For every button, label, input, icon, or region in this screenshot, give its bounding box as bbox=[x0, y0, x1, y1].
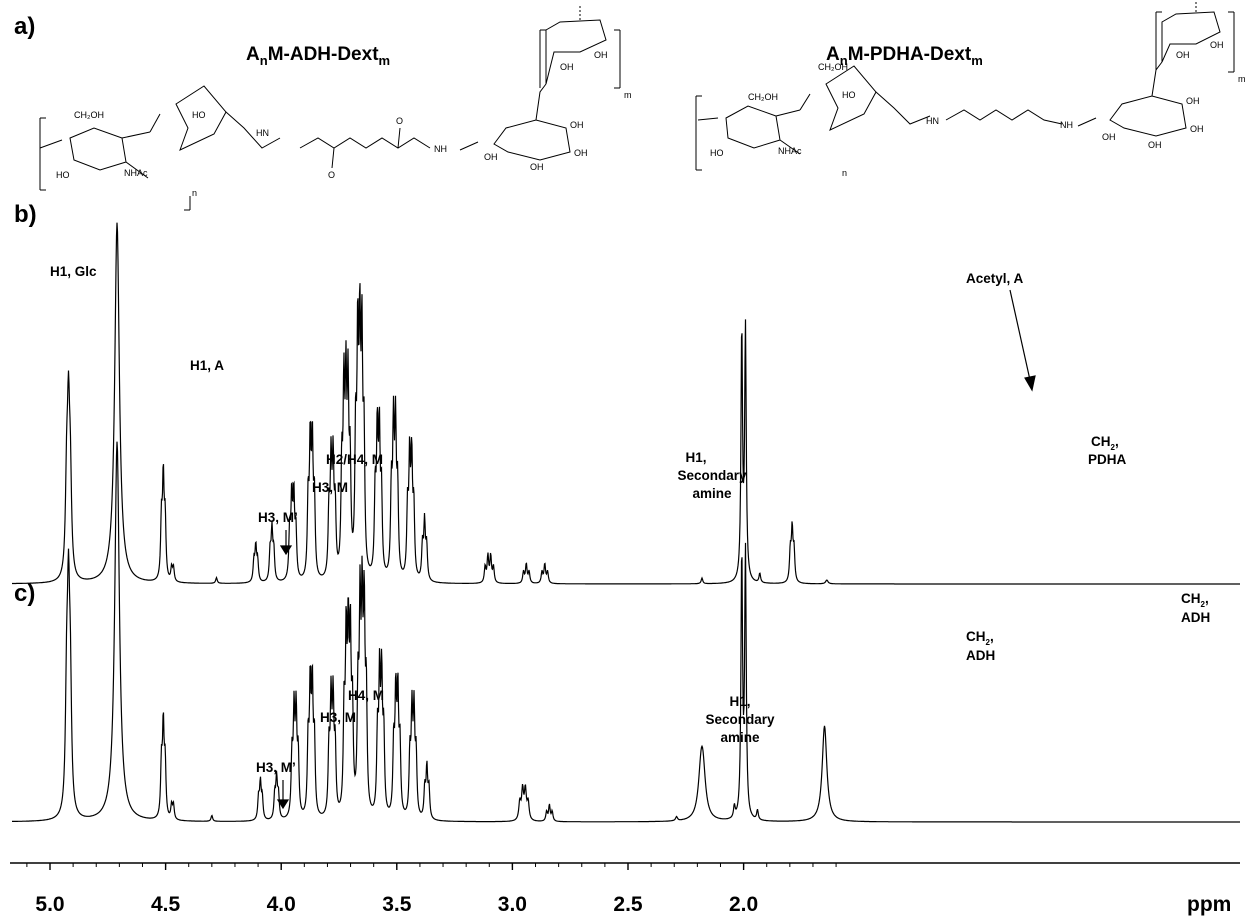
ann-b-ch2-pdha-1: CH2, bbox=[1091, 434, 1119, 452]
structure-2-title-n: n bbox=[840, 53, 848, 68]
panel-label-c: c) bbox=[14, 580, 35, 607]
ann-c-ch2-adh-2-sub: 2 bbox=[1201, 600, 1206, 609]
x-tick-label: 4.5 bbox=[151, 893, 181, 916]
s2-atom-oh6: OH bbox=[1176, 50, 1190, 60]
s1-atom-o1: O bbox=[328, 170, 335, 180]
s1-atom-hn: HN bbox=[256, 128, 269, 138]
ann-b-h1-glc: H1, Glc bbox=[50, 264, 97, 279]
s1-atom-oh4: OH bbox=[574, 148, 588, 158]
ann-c-h3-mprime: H3, M’ bbox=[256, 760, 296, 775]
s1-atom-oh5: OH bbox=[594, 50, 608, 60]
ann-b-ch2-pdha-sub: 2 bbox=[1111, 443, 1116, 452]
spectra-clip-group bbox=[12, 222, 1240, 823]
ann-c-ch2-adh-2-l1: CH2, bbox=[1181, 591, 1209, 609]
structure-1-title-rest: M-ADH-Dext bbox=[268, 44, 380, 65]
structure-2-title-m: m bbox=[971, 53, 983, 68]
s1-atom-oh2: OH bbox=[530, 162, 544, 172]
spectrum-b bbox=[12, 222, 1240, 585]
ann-b-ch2-pdha-comma: , bbox=[1115, 434, 1119, 449]
s2-atom-m: m bbox=[1238, 74, 1246, 84]
ann-c-ch2-adh-2-ch: CH bbox=[1181, 591, 1201, 606]
ann-b-secondary-1: H1, bbox=[685, 450, 706, 465]
ann-c-ch2-adh-1-sub: 2 bbox=[986, 638, 991, 647]
s1-atom-ch2oh: CH₂OH bbox=[74, 110, 104, 120]
ann-c-secondary-2: Secondary bbox=[705, 712, 775, 727]
ann-b-h3-m: H3, M bbox=[312, 480, 348, 495]
s2-atom-oh1: OH bbox=[1102, 132, 1116, 142]
structure-1-drawing bbox=[39, 6, 621, 211]
ann-c-secondary-3: amine bbox=[720, 730, 760, 745]
s2-atom-n: n bbox=[842, 168, 847, 178]
ann-b-acetyl: Acetyl, A bbox=[966, 271, 1024, 286]
structure-2-title: AnM-PDHA-Dextm bbox=[826, 44, 983, 68]
s2-atom-ho: HO bbox=[710, 148, 724, 158]
s1-atom-oh1: OH bbox=[484, 152, 498, 162]
ann-b-h3-mprime: H3, M’ bbox=[258, 510, 298, 525]
x-axis-label: ppm bbox=[1187, 893, 1231, 916]
ann-c-ch2-adh-1-l1: CH2, bbox=[966, 629, 994, 647]
s2-atom-oh3: OH bbox=[1186, 96, 1200, 106]
ann-b-acetyl-arrow bbox=[1009, 289, 1036, 392]
ann-c-h3-mprime-arrow bbox=[276, 780, 290, 810]
s1-atom-ho2: HO bbox=[192, 110, 206, 120]
structure-1-title: AnM-ADH-Dextm bbox=[246, 44, 390, 68]
x-tick-label: 3.0 bbox=[498, 893, 527, 916]
structure-2-title-a: A bbox=[826, 44, 840, 65]
x-tick-label: 5.0 bbox=[35, 893, 64, 916]
ann-c-ch2-adh-2-comma: , bbox=[1205, 591, 1209, 606]
x-tick-label: 2.5 bbox=[613, 893, 643, 916]
s2-atom-hn: HN bbox=[926, 116, 939, 126]
ann-c-ch2-adh-2-l2: ADH bbox=[1181, 610, 1210, 625]
s2-atom-oh2: OH bbox=[1148, 140, 1162, 150]
ann-b-ch2-pdha-2: PDHA bbox=[1088, 452, 1127, 467]
structure-2-atoms: CH₂OH CH₂OH HO NHAc HO HN NH OH OH OH OH… bbox=[710, 40, 1246, 178]
spectrum-c bbox=[12, 441, 1240, 823]
x-tick-label: 4.0 bbox=[267, 893, 296, 916]
s2-atom-nh: NH bbox=[1060, 120, 1073, 130]
structure-2-title-rest: M-PDHA-Dext bbox=[848, 44, 972, 65]
s1-atom-n: n bbox=[192, 188, 197, 198]
s2-atom-ch2oh-1: CH₂OH bbox=[818, 62, 848, 72]
ann-b-secondary-2: Secondary bbox=[677, 468, 747, 483]
panel-label-b: b) bbox=[14, 201, 37, 228]
s1-atom-ho: HO bbox=[56, 170, 70, 180]
panel-label-a: a) bbox=[14, 13, 35, 40]
s1-atom-oh6: OH bbox=[560, 62, 574, 72]
ann-c-h4-m: H4, M bbox=[348, 688, 384, 703]
ann-c-ch2-adh-1-comma: , bbox=[990, 629, 994, 644]
s1-atom-o2: O bbox=[396, 116, 403, 126]
x-axis-ticks: 5.0 4.5 4.0 3.5 3.0 2.5 2.0 bbox=[26, 863, 837, 916]
ann-c-secondary-1: H1, bbox=[729, 694, 750, 709]
ann-c-h3-m: H3, M bbox=[320, 710, 356, 725]
ann-b-ch2-pdha-ch: CH bbox=[1091, 434, 1111, 449]
ann-c-ch2-adh-1-l2: ADH bbox=[966, 648, 995, 663]
ann-c-ch2-adh-1-ch: CH bbox=[966, 629, 986, 644]
s2-atom-oh5: OH bbox=[1210, 40, 1224, 50]
x-tick-label: 3.5 bbox=[382, 893, 412, 916]
ann-b-secondary-3: amine bbox=[692, 486, 732, 501]
s1-atom-oh3: OH bbox=[570, 120, 584, 130]
s1-atom-nh: NH bbox=[434, 144, 447, 154]
x-tick-label: 2.0 bbox=[729, 893, 758, 916]
structure-1-title-m: m bbox=[379, 53, 391, 68]
s2-atom-oh4: OH bbox=[1190, 124, 1204, 134]
structure-2-drawing bbox=[695, 2, 1235, 171]
structure-1-atoms: CH₂OH HO NHAc HO HN NH O O OH OH OH OH O… bbox=[56, 50, 632, 198]
ann-b-h1-a: H1, A bbox=[190, 358, 224, 373]
structure-1-title-n: n bbox=[260, 53, 268, 68]
s1-atom-nhac: NHAc bbox=[124, 168, 148, 178]
ann-b-h3-mprime-arrow bbox=[279, 530, 293, 556]
ann-b-h2h4-m: H2/H4, M bbox=[326, 452, 383, 467]
s1-atom-m: m bbox=[624, 90, 632, 100]
s2-atom-ch2oh-2: CH₂OH bbox=[748, 92, 778, 102]
structure-1-title-a: A bbox=[246, 44, 260, 65]
s2-atom-nhac: NHAc bbox=[778, 146, 802, 156]
s2-atom-ho2: HO bbox=[842, 90, 856, 100]
